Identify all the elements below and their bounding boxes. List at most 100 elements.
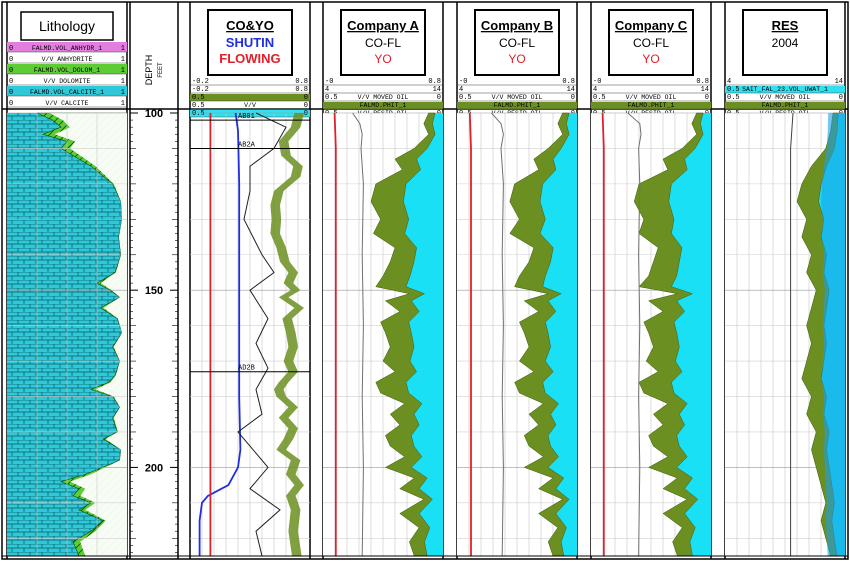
track-subtitle: YO <box>508 52 525 66</box>
header-row-left-scale: 0.5 <box>459 94 472 102</box>
track-title: RES <box>772 18 799 33</box>
track-res-2004: RES 2004 4 14 0.5 SAIT_FAL_23.VOL_UWAT_10.5 V/… <box>724 2 846 559</box>
track-company-b: Company B CO-FL YO -0 0.8 4 14 0.5 V/V MOVED OIL… <box>456 2 578 559</box>
header-row-label: V/V CALCITE <box>46 100 89 107</box>
header-row-left-scale: 0.5 <box>593 94 606 102</box>
header-row-right-scale: 0.8 <box>295 78 308 86</box>
zone-marker-label: AB2A <box>238 141 256 149</box>
track-subtitle: YO <box>374 52 391 66</box>
header-row-right-scale: 0.8 <box>428 78 441 86</box>
header-row-fill <box>725 86 845 93</box>
water-fill <box>668 113 711 556</box>
header-row-left-scale: 0 <box>9 100 13 108</box>
header-row-label: FALMD.PHIT_1 <box>628 102 675 109</box>
track-title-box <box>742 9 828 76</box>
depth-axis: DEPTH FEET 100 150 200 <box>129 2 179 559</box>
curve-v-v <box>237 112 287 557</box>
track-lithology: Lithology 0 FALMD.VOL_ANHYDR_1 1 0 V/V ANHYDR… <box>6 2 128 559</box>
curve-yo <box>491 112 504 557</box>
depth-tick-label: 150 <box>145 285 163 297</box>
zone-marker-label: AB01 <box>238 113 255 121</box>
header-row-left-scale: 0 <box>9 56 13 64</box>
header-row-fill <box>7 42 127 52</box>
header-row-right-scale: 1 <box>121 100 125 108</box>
track-subtitle: 2004 <box>772 36 799 50</box>
header-row-left-scale: 0.5 <box>727 94 740 102</box>
header-row-right-scale: 14 <box>567 86 575 94</box>
header-row-label: V/V MOVED OIL <box>760 94 811 101</box>
curve-shutin <box>198 112 242 556</box>
track-title: Company A <box>347 18 419 33</box>
water-fill <box>540 113 577 556</box>
lithology-void <box>49 113 127 556</box>
header-row-label: FALMD.PHIT_1 <box>360 102 407 109</box>
header-row-right-scale: 0.8 <box>696 78 709 86</box>
header-row-left-scale: -0 <box>325 78 333 86</box>
header-row-left-scale: -0 <box>459 78 467 86</box>
header-row-left-scale: 0.5 <box>325 94 338 102</box>
header-row-right-scale: 14 <box>701 86 709 94</box>
header-row-label: FALMD.VOL_CALCITE_1 <box>30 89 104 96</box>
track-title-box <box>474 9 560 76</box>
track-title: Lithology <box>39 18 95 34</box>
track-title: CO&YO <box>226 18 274 33</box>
header-row-left-scale: 4 <box>593 86 597 94</box>
track-company-c: Company C CO-FL YO -0 0.8 4 14 0.5 V/V MOVED OIL… <box>590 2 712 559</box>
track-title-box <box>207 9 293 76</box>
header-row-right-scale: 0 <box>304 110 308 118</box>
header-row-label: FALMD.PHIT_1 <box>494 102 541 109</box>
header-row-fill <box>591 102 711 109</box>
curve-yo <box>627 112 642 557</box>
track-subtitle: CO-FL <box>633 36 669 50</box>
header-row-right-scale: 0 <box>571 94 575 102</box>
header-row-fill <box>190 94 310 101</box>
header-row-label: SAIT_FAL_23.VOL_UWAT_1 <box>742 86 828 93</box>
depth-axis-title: DEPTH <box>144 55 154 86</box>
depth-axis-unit: FEET <box>158 62 164 78</box>
header-row-right-scale: 0 <box>304 102 308 110</box>
header-row-right-scale: 1 <box>121 78 125 86</box>
header-row-label: V/V ANHYDRITE <box>42 56 93 63</box>
header-row-fill <box>457 102 577 109</box>
header-row-label: V/V DOLOMITE <box>44 78 91 85</box>
track-title: Company B <box>481 18 553 33</box>
header-row-left-scale: 0 <box>9 78 13 86</box>
curve-res <box>790 112 794 556</box>
oil-shading <box>270 113 304 556</box>
header-row-left-scale: 0.5 <box>192 110 205 118</box>
curve-co-fl <box>601 112 605 556</box>
track-subtitle: CO-FL <box>499 36 535 50</box>
header-row-left-scale: 4 <box>325 86 329 94</box>
track-subtitle: FLOWING <box>219 51 280 66</box>
header-row-left-scale: 4 <box>727 78 731 86</box>
header-row-right-scale: 0 <box>437 94 441 102</box>
header-row-fill <box>323 102 443 109</box>
header-row-left-scale: 0 <box>9 45 13 53</box>
header-row-right-scale: 14 <box>433 86 441 94</box>
header-row-fill <box>7 86 127 96</box>
header-row-fill <box>725 102 845 109</box>
header-row-left-scale: 0.5 <box>192 94 205 102</box>
header-row-right-scale: 1 <box>121 67 125 75</box>
header-row-label: V/V MOVED OIL <box>492 94 543 101</box>
curve-co-fl <box>468 112 472 556</box>
header-row-right-scale: 0 <box>839 94 843 102</box>
header-row-label: V/V <box>244 102 256 109</box>
header-row-label: V/V MOVED OIL <box>358 94 409 101</box>
track-subtitle: SHUTIN <box>226 35 274 50</box>
header-row-label: FALMD.VOL_DOLOM_1 <box>34 67 100 74</box>
header-row-left-scale: -0 <box>593 78 601 86</box>
header-row-left-scale: 0.5 <box>727 86 740 94</box>
track-subtitle: YO <box>642 52 659 66</box>
header-row-right-scale: 0.8 <box>295 86 308 94</box>
header-row-fill <box>7 64 127 74</box>
header-row-left-scale: -0.2 <box>192 78 209 86</box>
header-row-right-scale: 1 <box>121 56 125 64</box>
water-fill <box>403 113 443 556</box>
header-row-right-scale: 1 <box>121 89 125 97</box>
header-row-right-scale: 0 <box>304 94 308 102</box>
track-title: Company C <box>615 18 688 33</box>
header-row-left-scale: 0.5 <box>192 102 205 110</box>
